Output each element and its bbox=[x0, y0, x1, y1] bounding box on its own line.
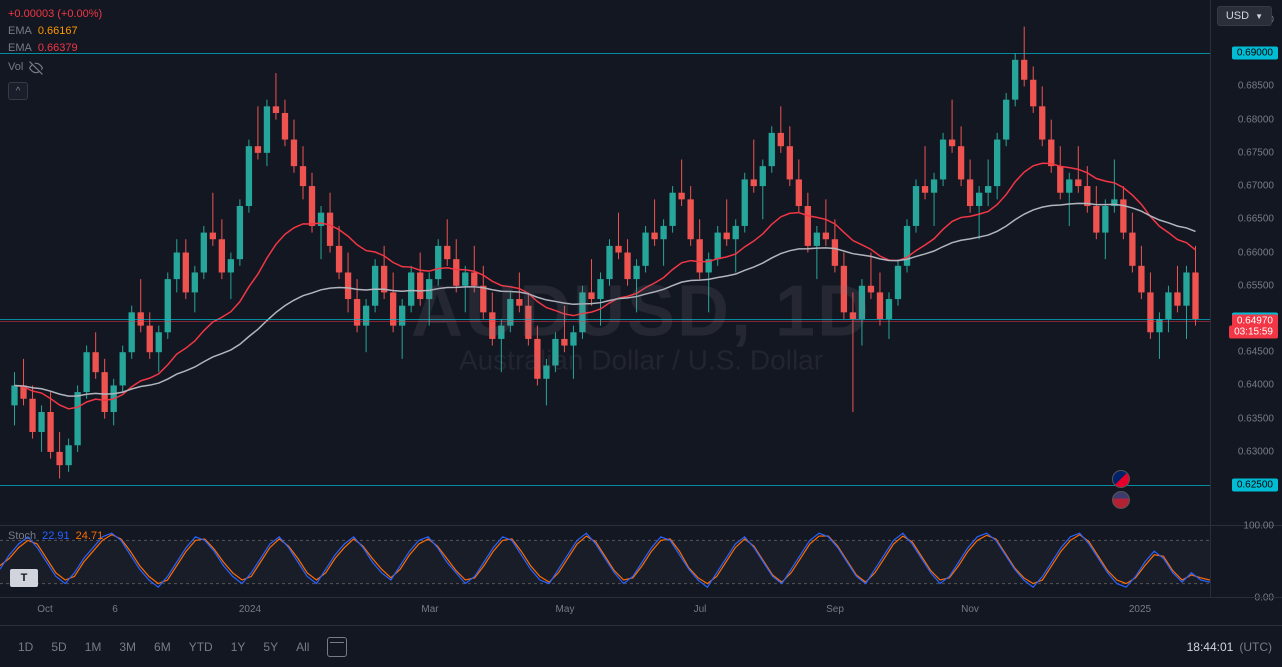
price-tick: 0.63500 bbox=[1238, 413, 1274, 424]
price-tick: 0.67000 bbox=[1238, 181, 1274, 192]
timeframe-1m[interactable]: 1M bbox=[77, 636, 110, 658]
price-label: 03:15:59 bbox=[1229, 326, 1278, 339]
price-tick: 0.66500 bbox=[1238, 214, 1274, 225]
price-tick: 0.66000 bbox=[1238, 247, 1274, 258]
collapse-button[interactable]: ^ bbox=[8, 82, 28, 100]
bottom-toolbar: 1D5D1M3M6MYTD1Y5YAll 18:44:01 (UTC) bbox=[0, 625, 1282, 667]
time-tick: Jul bbox=[694, 604, 707, 615]
currency-flags bbox=[1112, 470, 1130, 512]
chevron-down-icon: ▼ bbox=[1255, 12, 1263, 21]
price-axis[interactable]: 0.695000.690000.685000.680000.675000.670… bbox=[1210, 0, 1282, 525]
time-tick: 2025 bbox=[1129, 604, 1151, 615]
price-label: 0.62500 bbox=[1232, 479, 1278, 492]
stoch-axis: 100.000.00 bbox=[1210, 526, 1282, 598]
clock[interactable]: 18:44:01 (UTC) bbox=[1187, 640, 1272, 654]
tradingview-logo[interactable]: T bbox=[10, 569, 38, 587]
time-tick: Mar bbox=[421, 604, 438, 615]
price-tick: 0.68500 bbox=[1238, 81, 1274, 92]
main-chart-area[interactable] bbox=[0, 0, 1210, 525]
price-tick: 0.68000 bbox=[1238, 114, 1274, 125]
price-change: +0.00003 (+0.00%) bbox=[8, 6, 102, 23]
volume-indicator: Vol bbox=[8, 59, 102, 76]
currency-selector[interactable]: USD ▼ bbox=[1217, 6, 1272, 26]
stoch-info: Stoch 22.91 24.71 bbox=[8, 530, 103, 542]
calendar-icon[interactable] bbox=[327, 637, 347, 657]
timeframe-all[interactable]: All bbox=[288, 636, 317, 658]
timeframe-5y[interactable]: 5Y bbox=[255, 636, 286, 658]
price-tick: 0.64000 bbox=[1238, 380, 1274, 391]
price-tick: 0.67500 bbox=[1238, 147, 1274, 158]
us-flag-icon bbox=[1112, 491, 1130, 509]
price-tick: 0.64500 bbox=[1238, 347, 1274, 358]
timeframe-3m[interactable]: 3M bbox=[111, 636, 144, 658]
timeframe-1y[interactable]: 1Y bbox=[223, 636, 254, 658]
timeframe-ytd[interactable]: YTD bbox=[181, 636, 221, 658]
time-tick: Sep bbox=[826, 604, 844, 615]
time-axis[interactable]: Oct 6 2024 Mar May Jul Sep Nov 2025 bbox=[0, 597, 1282, 625]
price-tick: 0.63000 bbox=[1238, 446, 1274, 457]
timeframe-6m[interactable]: 6M bbox=[146, 636, 179, 658]
price-tick: 0.65500 bbox=[1238, 280, 1274, 291]
price-label: 0.69000 bbox=[1232, 47, 1278, 60]
timeframe-1d[interactable]: 1D bbox=[10, 636, 41, 658]
eye-off-icon bbox=[29, 61, 43, 75]
time-tick: Oct bbox=[37, 604, 53, 615]
time-tick: May bbox=[556, 604, 575, 615]
chart-info: +0.00003 (+0.00%) EMA 0.66167 EMA 0.6637… bbox=[8, 6, 102, 100]
timeframe-buttons: 1D5D1M3M6MYTD1Y5YAll bbox=[10, 636, 347, 658]
ema2-indicator: EMA 0.66379 bbox=[8, 40, 102, 57]
time-tick: Nov bbox=[961, 604, 979, 615]
ema1-indicator: EMA 0.66167 bbox=[8, 23, 102, 40]
time-tick: 2024 bbox=[239, 604, 261, 615]
au-flag-icon bbox=[1112, 470, 1130, 488]
stochastic-panel[interactable]: Stoch 22.91 24.71 100.000.00 bbox=[0, 525, 1282, 597]
timeframe-5d[interactable]: 5D bbox=[43, 636, 74, 658]
time-tick: 6 bbox=[112, 604, 118, 615]
